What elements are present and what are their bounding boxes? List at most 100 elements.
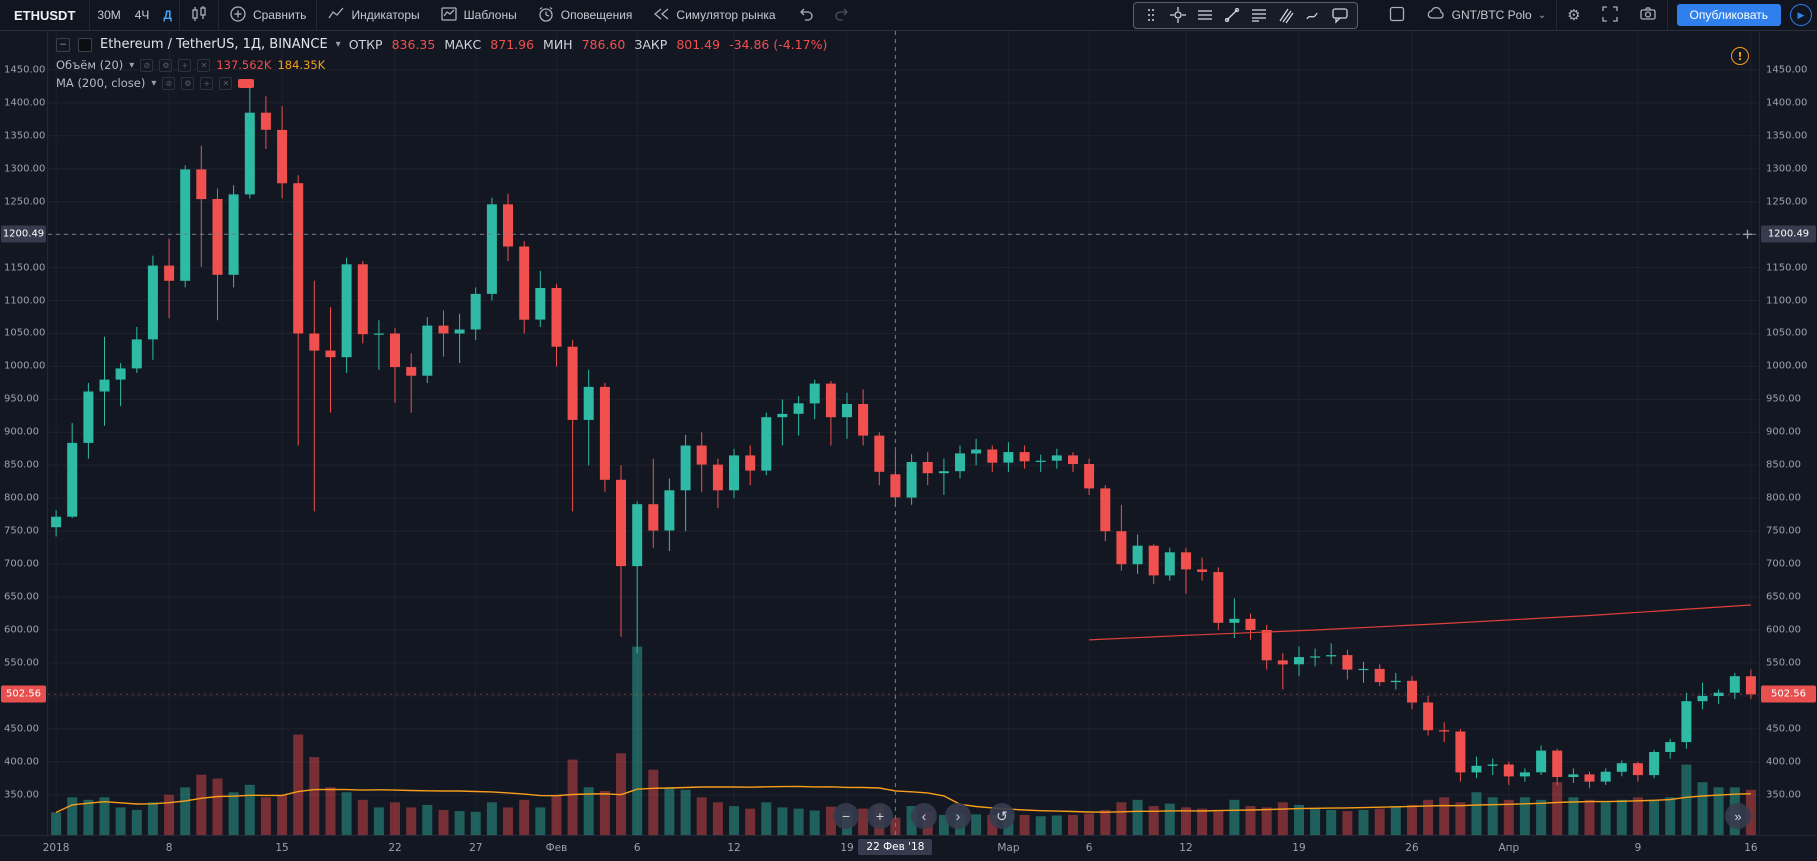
- time-tick-label: 12: [727, 842, 741, 854]
- scroll-left-button[interactable]: ‹: [911, 803, 937, 829]
- toolbar-separator: [1556, 0, 1558, 30]
- volume-ma-value: 184.35K: [277, 58, 326, 72]
- price-tick-label: 350.00: [1766, 789, 1801, 801]
- add-indicator-icon[interactable]: +: [200, 76, 214, 90]
- snapshot-button[interactable]: [1629, 0, 1667, 30]
- price-tick-label: 850.00: [1766, 459, 1801, 471]
- chevron-down-icon[interactable]: ▾: [129, 59, 135, 71]
- low-label: МИН: [543, 37, 573, 52]
- chevron-down-icon[interactable]: ▾: [151, 77, 157, 89]
- rewind-icon: [652, 5, 670, 26]
- warning-icon[interactable]: !: [1731, 47, 1749, 65]
- add-indicator-icon[interactable]: +: [178, 58, 192, 72]
- brush-tool-icon[interactable]: [1301, 4, 1325, 26]
- time-tick-label: 19: [840, 842, 854, 854]
- ma-legend-title[interactable]: MA (200, close): [56, 76, 146, 90]
- compare-label: Сравнить: [252, 8, 307, 22]
- low-value: 786.60: [581, 37, 626, 52]
- price-tick-label: 950.00: [4, 393, 39, 405]
- fib-tool-icon[interactable]: [1247, 4, 1271, 26]
- time-tick-label: 8: [165, 842, 173, 854]
- play-button[interactable]: ▶: [1790, 4, 1812, 26]
- price-tick-label: 1000.00: [4, 360, 46, 372]
- price-tick-label: 450.00: [4, 723, 39, 735]
- price-tick-label: 1400.00: [4, 97, 46, 109]
- last-price-badge: 502.56: [1, 685, 46, 703]
- price-tick-label: 1450.00: [4, 64, 46, 76]
- time-axis[interactable]: 2018 8 15 22 27 Фев 6 12 19 Мар 6 12 19 26 Апр 9 16 22 Фе…: [0, 835, 1817, 861]
- market-simulator-button[interactable]: Симулятор рынка: [642, 0, 785, 30]
- price-tick-label: 400.00: [1766, 756, 1801, 768]
- cloud-icon: [1426, 5, 1446, 26]
- cloud-layout-button[interactable]: GNT/BTC Polo ⌄: [1416, 0, 1556, 30]
- time-tick-label: 15: [275, 842, 289, 854]
- pane-menu-icon[interactable]: [78, 37, 92, 52]
- scroll-right-button[interactable]: ›: [945, 803, 971, 829]
- chevron-down-icon[interactable]: ▾: [335, 39, 341, 50]
- go-to-realtime-button[interactable]: »: [1725, 803, 1751, 829]
- symbol-button[interactable]: ETHUSDT: [0, 0, 89, 30]
- time-tick-label: 6: [633, 842, 641, 854]
- fullscreen-button[interactable]: [1591, 0, 1629, 30]
- time-tick-label: Фев: [545, 842, 568, 854]
- indicators-label: Индикаторы: [351, 8, 420, 22]
- remove-indicator-icon[interactable]: ✕: [197, 58, 211, 72]
- alarm-clock-icon: [537, 5, 555, 26]
- ma-legend: MA (200, close) ▾ ⊘ ⚙ + ✕: [56, 76, 255, 90]
- compare-icon: [229, 5, 247, 26]
- price-tick-label: 400.00: [4, 756, 39, 768]
- interval-4h-button[interactable]: 4Ч: [128, 0, 157, 30]
- indicators-button[interactable]: Индикаторы: [317, 0, 429, 30]
- indicator-settings-icon[interactable]: ⚙: [159, 58, 173, 72]
- interval-1d-button[interactable]: Д: [156, 0, 179, 30]
- price-chart[interactable]: [48, 31, 1759, 835]
- price-tick-label: 600.00: [1766, 624, 1801, 636]
- settings-button[interactable]: ⚙: [1557, 0, 1590, 30]
- publish-button[interactable]: Опубликовать: [1676, 4, 1781, 26]
- time-tick-label: 27: [469, 842, 483, 854]
- price-tick-label: 1350.00: [4, 130, 46, 142]
- reset-chart-button[interactable]: ↺: [989, 803, 1015, 829]
- zoom-in-button[interactable]: +: [867, 803, 893, 829]
- volume-legend-title[interactable]: Объём (20): [56, 58, 124, 72]
- trend-line-tool-icon[interactable]: [1220, 4, 1244, 26]
- chart-type-button[interactable]: [180, 0, 218, 30]
- price-tick-label: 450.00: [1766, 723, 1801, 735]
- palette-drag-handle[interactable]: [1139, 4, 1163, 26]
- price-tick-label: 900.00: [4, 426, 39, 438]
- price-tick-label: 750.00: [1766, 525, 1801, 537]
- compare-button[interactable]: Сравнить: [219, 0, 316, 30]
- indicators-icon: [327, 5, 345, 26]
- price-tick-label: 750.00: [4, 525, 39, 537]
- indicator-settings-icon[interactable]: ⚙: [181, 76, 195, 90]
- price-tick-label: 800.00: [4, 492, 39, 504]
- alerts-button[interactable]: Оповещения: [527, 0, 643, 30]
- horizontal-lines-tool-icon[interactable]: [1193, 4, 1217, 26]
- interval-30m-button[interactable]: 30M: [90, 0, 127, 30]
- time-tick-label: 16: [1744, 842, 1758, 854]
- comment-tool-icon[interactable]: [1328, 4, 1352, 26]
- templates-button[interactable]: Шаблоны: [430, 0, 527, 30]
- layout-button[interactable]: [1378, 0, 1416, 30]
- crosshair-tool-icon[interactable]: [1166, 4, 1190, 26]
- time-tick-label: 12: [1179, 842, 1193, 854]
- collapse-pane-icon[interactable]: −: [56, 37, 70, 52]
- undo-button[interactable]: [786, 0, 824, 30]
- templates-icon: [440, 5, 458, 26]
- redo-button[interactable]: [824, 0, 862, 30]
- close-value: 801.49: [676, 37, 721, 52]
- close-label: ЗАКР: [634, 37, 668, 52]
- price-axis-left[interactable]: 1450.00 1400.00 1350.00 1300.00 1250.00 1200.…: [0, 31, 48, 835]
- hide-indicator-icon[interactable]: ⊘: [140, 58, 154, 72]
- layout-name-label: GNT/BTC Polo: [1451, 8, 1532, 22]
- price-tick-label: 1250.00: [4, 196, 46, 208]
- pitchfork-tool-icon[interactable]: [1274, 4, 1298, 26]
- change-value: -34.86 (-4.17%): [729, 37, 828, 52]
- symbol-title[interactable]: Ethereum / TetherUS, 1Д, BINANCE: [100, 37, 328, 52]
- zoom-out-button[interactable]: −: [833, 803, 859, 829]
- remove-indicator-icon[interactable]: ✕: [219, 76, 233, 90]
- price-axis-right[interactable]: 1450.00 1400.00 1350.00 1300.00 1250.00 1200.…: [1759, 31, 1817, 835]
- gear-icon: ⚙: [1567, 7, 1581, 24]
- hide-indicator-icon[interactable]: ⊘: [162, 76, 176, 90]
